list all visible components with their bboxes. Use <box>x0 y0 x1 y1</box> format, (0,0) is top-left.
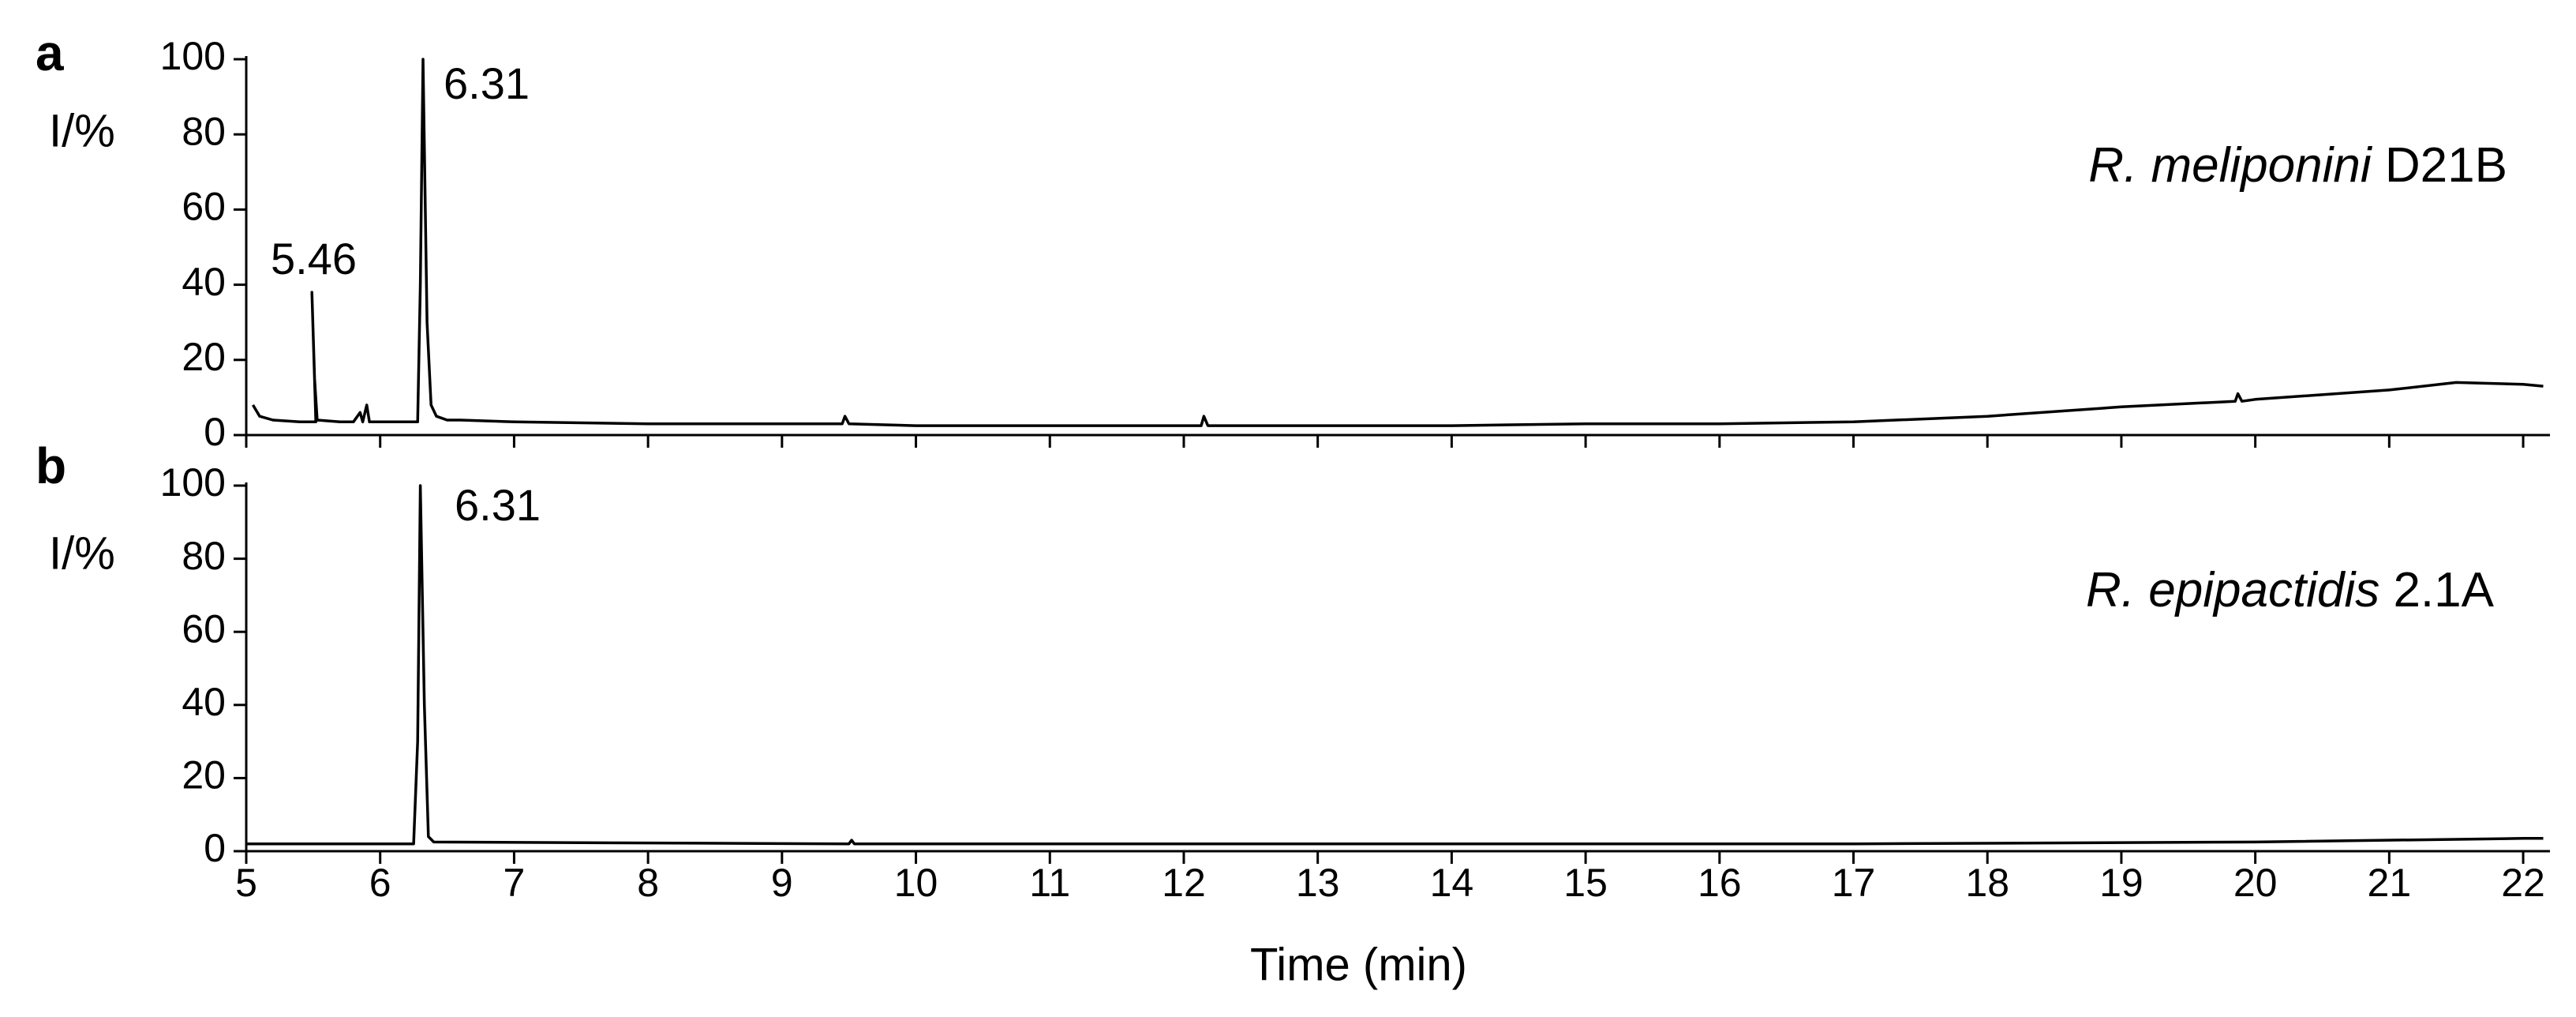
sample-strain: 2.1A <box>2393 563 2494 617</box>
x-axis-label: Time (min) <box>1250 939 1467 990</box>
x-tick-label: 12 <box>1162 861 1206 905</box>
sample-name: R. meliponini D21B <box>2088 138 2507 193</box>
y-axis-label: I/% <box>49 527 115 579</box>
peak-label: 5.46 <box>271 234 357 283</box>
y-tick-label: 60 <box>182 185 226 229</box>
sample-name: R. epipactidis 2.1A <box>2086 563 2495 617</box>
y-axis-label: I/% <box>49 105 115 156</box>
x-tick-label: 17 <box>1832 861 1876 905</box>
x-tick-label: 6 <box>369 861 391 905</box>
y-tick-label: 60 <box>182 606 226 651</box>
y-tick-label: 40 <box>182 680 226 724</box>
x-tick-label: 11 <box>1029 861 1070 905</box>
peak-label: 6.31 <box>455 480 541 530</box>
y-tick-label: 40 <box>182 260 226 304</box>
x-tick-label: 13 <box>1296 861 1340 905</box>
x-tick-label: 8 <box>637 861 659 905</box>
peak-label: 6.31 <box>444 58 530 108</box>
x-tick-label: 20 <box>2233 861 2278 905</box>
x-tick-label: 15 <box>1563 861 1608 905</box>
panel-label: a <box>36 24 64 81</box>
y-tick-label: 100 <box>160 34 226 78</box>
chromatogram-line <box>246 484 2544 846</box>
y-tick-label: 20 <box>182 335 226 379</box>
sample-strain: D21B <box>2385 138 2507 193</box>
sample-species: R. epipactidis <box>2086 563 2379 617</box>
x-tick-label: 9 <box>771 861 793 905</box>
y-tick-label: 0 <box>204 826 226 870</box>
x-tick-label: 16 <box>1698 861 1742 905</box>
x-tick-label: 21 <box>2368 861 2412 905</box>
x-tick-label: 14 <box>1430 861 1474 905</box>
chromatogram-line <box>251 58 2544 427</box>
x-tick-label: 7 <box>504 861 526 905</box>
x-tick-label: 5 <box>235 861 257 905</box>
x-tick-label: 19 <box>2099 861 2144 905</box>
x-tick-label: 22 <box>2501 861 2545 905</box>
y-tick-label: 100 <box>160 460 226 505</box>
x-tick-label: 10 <box>894 861 938 905</box>
y-tick-label: 80 <box>182 534 226 578</box>
y-tick-label: 80 <box>182 109 226 153</box>
x-tick-label: 18 <box>1965 861 2009 905</box>
sample-species: R. meliponini <box>2088 138 2373 193</box>
y-tick-label: 0 <box>204 410 226 454</box>
panel-label: b <box>36 437 66 494</box>
y-tick-label: 20 <box>182 753 226 797</box>
